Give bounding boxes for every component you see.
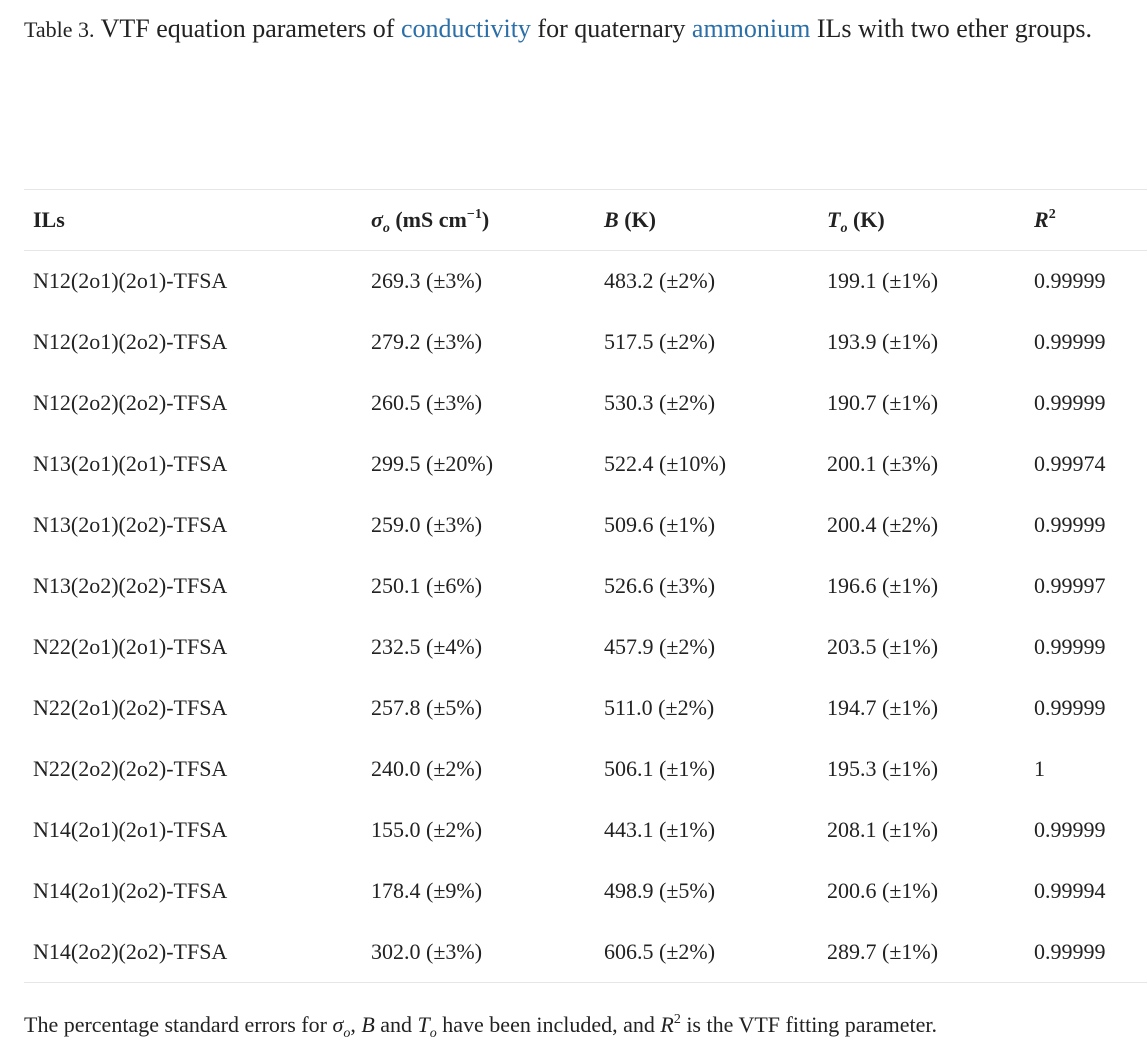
cell-t0: 200.4 (±2%) bbox=[827, 512, 939, 537]
table-row: N22(2o1)(2o1)-TFSA 232.5 (±4%) 457.9 (±2%)… bbox=[24, 617, 1147, 678]
table-body: N12(2o1)(2o1)-TFSA 269.3 (±3%) 483.2 (±2%)… bbox=[24, 251, 1147, 983]
header-ils: ILs bbox=[33, 207, 65, 232]
cell-b: 483.2 (±2%) bbox=[604, 268, 716, 294]
cell-r2: 0.99999 bbox=[1034, 817, 1106, 842]
table-row: N22(2o1)(2o2)-TFSA 257.8 (±5%) 511.0 (±2%)… bbox=[24, 678, 1147, 739]
cell-il-name: N14(2o1)(2o1)-TFSA bbox=[33, 817, 228, 842]
cell-b: 511.0 (±2%) bbox=[604, 695, 715, 720]
header-b: B (K) bbox=[604, 207, 656, 232]
cell-sigma: 302.0 (±3%) bbox=[371, 938, 483, 964]
cell-b: 526.6 (±3%) bbox=[604, 573, 716, 598]
cell-il-name: N13(2o1)(2o1)-TFSA bbox=[33, 451, 228, 476]
table-label: Table 3. bbox=[24, 17, 95, 42]
cell-il-name: N14(2o2)(2o2)-TFSA bbox=[33, 938, 228, 964]
cell-t0: 200.6 (±1%) bbox=[827, 878, 939, 903]
cell-r2: 0.99997 bbox=[1034, 573, 1106, 598]
table-caption: Table 3. VTF equation parameters of cond… bbox=[24, 8, 1147, 51]
header-t0: To (K) bbox=[827, 207, 885, 236]
cell-sigma: 250.1 (±6%) bbox=[371, 573, 483, 598]
cell-b: 506.1 (±1%) bbox=[604, 756, 716, 781]
cell-sigma: 299.5 (±20%) bbox=[371, 451, 494, 476]
cell-b: 522.4 (±10%) bbox=[604, 451, 727, 476]
cell-r2: 0.99999 bbox=[1034, 512, 1106, 537]
cell-il-name: N12(2o1)(2o2)-TFSA bbox=[33, 329, 228, 354]
table-row: N13(2o2)(2o2)-TFSA 250.1 (±6%) 526.6 (±3%)… bbox=[24, 556, 1147, 617]
table-row: N13(2o1)(2o1)-TFSA 299.5 (±20%) 522.4 (±10… bbox=[24, 434, 1147, 495]
cell-sigma: 232.5 (±4%) bbox=[371, 634, 483, 659]
cell-t0: 289.7 (±1%) bbox=[827, 938, 939, 964]
cell-sigma: 240.0 (±2%) bbox=[371, 756, 483, 781]
data-table-container: ILs σo (mS cm−1) B (K) To (K) R2 N12(2o1… bbox=[24, 189, 1147, 983]
cell-r2: 0.99999 bbox=[1034, 268, 1106, 294]
cell-r2: 0.99999 bbox=[1034, 329, 1106, 354]
cell-sigma: 269.3 (±3%) bbox=[371, 268, 483, 294]
cell-t0: 200.1 (±3%) bbox=[827, 451, 939, 476]
cell-b: 498.9 (±5%) bbox=[604, 878, 716, 903]
cell-b: 517.5 (±2%) bbox=[604, 329, 716, 354]
caption-text: ILs with two ether groups. bbox=[810, 14, 1092, 43]
table-row: N13(2o1)(2o2)-TFSA 259.0 (±3%) 509.6 (±1%)… bbox=[24, 495, 1147, 556]
cell-b: 457.9 (±2%) bbox=[604, 634, 716, 659]
vtf-parameters-table: ILs σo (mS cm−1) B (K) To (K) R2 N12(2o1… bbox=[24, 189, 1147, 983]
cell-il-name: N22(2o2)(2o2)-TFSA bbox=[33, 756, 228, 781]
cell-il-name: N14(2o1)(2o2)-TFSA bbox=[33, 878, 228, 903]
cell-sigma: 260.5 (±3%) bbox=[371, 390, 483, 415]
table-row: N12(2o1)(2o2)-TFSA 279.2 (±3%) 517.5 (±2%)… bbox=[24, 312, 1147, 373]
cell-t0: 193.9 (±1%) bbox=[827, 329, 939, 354]
cell-sigma: 178.4 (±9%) bbox=[371, 878, 483, 903]
header-sigma: σo (mS cm−1) bbox=[371, 207, 490, 236]
conductivity-link[interactable]: conductivity bbox=[400, 14, 531, 43]
cell-sigma: 257.8 (±5%) bbox=[371, 695, 483, 720]
cell-t0: 190.7 (±1%) bbox=[827, 390, 939, 415]
cell-il-name: N13(2o2)(2o2)-TFSA bbox=[33, 573, 228, 598]
table-row: N14(2o2)(2o2)-TFSA 302.0 (±3%) 606.5 (±2%)… bbox=[24, 922, 1147, 983]
caption-text: VTF equation parameters of bbox=[94, 14, 401, 43]
cell-b: 530.3 (±2%) bbox=[604, 390, 716, 415]
cell-r2: 0.99999 bbox=[1034, 390, 1106, 415]
cell-b: 509.6 (±1%) bbox=[604, 512, 716, 537]
table-header-row: ILs σo (mS cm−1) B (K) To (K) R2 bbox=[24, 189, 1147, 251]
cell-il-name: N22(2o1)(2o1)-TFSA bbox=[33, 634, 228, 659]
table-row: N12(2o2)(2o2)-TFSA 260.5 (±3%) 530.3 (±2%)… bbox=[24, 373, 1147, 434]
header-r2: R2 bbox=[1034, 207, 1056, 232]
cell-sigma: 279.2 (±3%) bbox=[371, 329, 483, 354]
table-footnote: The percentage standard errors for σo, B… bbox=[24, 1012, 938, 1041]
cell-il-name: N22(2o1)(2o2)-TFSA bbox=[33, 695, 228, 720]
cell-b: 606.5 (±2%) bbox=[604, 938, 716, 964]
cell-il-name: N12(2o2)(2o2)-TFSA bbox=[33, 390, 228, 415]
table-row: N14(2o1)(2o1)-TFSA 155.0 (±2%) 443.1 (±1%)… bbox=[24, 800, 1147, 861]
cell-r2: 0.99994 bbox=[1034, 878, 1106, 903]
cell-t0: 199.1 (±1%) bbox=[827, 268, 939, 294]
cell-t0: 203.5 (±1%) bbox=[827, 634, 939, 659]
cell-b: 443.1 (±1%) bbox=[604, 817, 716, 842]
cell-il-name: N13(2o1)(2o2)-TFSA bbox=[33, 512, 228, 537]
table-row: N22(2o2)(2o2)-TFSA 240.0 (±2%) 506.1 (±1%)… bbox=[24, 739, 1147, 800]
table-row: N12(2o1)(2o1)-TFSA 269.3 (±3%) 483.2 (±2%)… bbox=[24, 251, 1147, 312]
table-row: N14(2o1)(2o2)-TFSA 178.4 (±9%) 498.9 (±5%)… bbox=[24, 861, 1147, 922]
cell-r2: 1 bbox=[1034, 756, 1045, 781]
cell-t0: 195.3 (±1%) bbox=[827, 756, 939, 781]
cell-il-name: N12(2o1)(2o1)-TFSA bbox=[33, 268, 228, 294]
cell-r2: 0.99974 bbox=[1034, 451, 1106, 476]
cell-t0: 196.6 (±1%) bbox=[827, 573, 939, 598]
cell-t0: 194.7 (±1%) bbox=[827, 695, 939, 720]
caption-text: for quaternary bbox=[530, 14, 692, 43]
cell-sigma: 155.0 (±2%) bbox=[371, 817, 483, 842]
cell-t0: 208.1 (±1%) bbox=[827, 817, 939, 842]
cell-r2: 0.99999 bbox=[1034, 938, 1106, 964]
ammonium-link[interactable]: ammonium bbox=[691, 14, 811, 43]
cell-sigma: 259.0 (±3%) bbox=[371, 512, 483, 537]
cell-r2: 0.99999 bbox=[1034, 634, 1106, 659]
cell-r2: 0.99999 bbox=[1034, 695, 1106, 720]
